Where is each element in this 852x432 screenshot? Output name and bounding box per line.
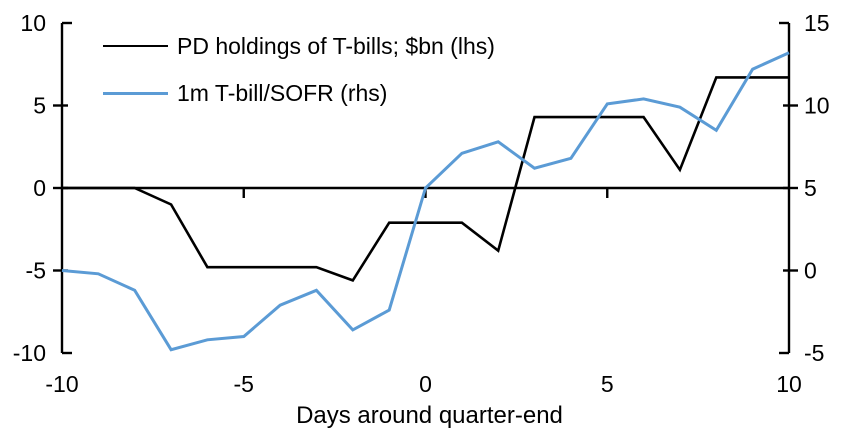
x-axis-tick-label: -5 <box>234 371 254 397</box>
series-line-1 <box>61 51 790 352</box>
right-axis-tick-label: 0 <box>804 258 817 284</box>
legend-line-swatch-pd <box>103 44 168 48</box>
left-axis-tick-label: -5 <box>26 258 46 284</box>
x-axis-tick-label: 5 <box>601 371 614 397</box>
right-axis-tick-label: 15 <box>804 10 830 36</box>
left-axis-tick-label: 5 <box>33 93 46 119</box>
legend: PD holdings of T-bills; $bn (lhs) 1m T-b… <box>103 32 495 107</box>
left-axis-tick-label: 10 <box>20 10 46 36</box>
left-axis-tick-label: 0 <box>33 175 46 201</box>
legend-label-pd: PD holdings of T-bills; $bn (lhs) <box>177 33 495 59</box>
legend-label-sofr: 1m T-bill/SOFR (rhs) <box>177 80 388 106</box>
legend-item-tbill-sofr: 1m T-bill/SOFR (rhs) <box>103 79 495 107</box>
x-axis-tick-label: -10 <box>45 371 78 397</box>
left-axis-tick-label: -10 <box>13 340 46 366</box>
right-axis-tick-label: 10 <box>804 93 830 119</box>
legend-line-swatch-sofr <box>103 91 168 95</box>
x-axis-title: Days around quarter-end <box>296 402 563 429</box>
series-line-0 <box>62 76 789 282</box>
x-axis-tick-label: 10 <box>776 371 802 397</box>
right-axis-tick-label: 5 <box>804 175 817 201</box>
right-axis-tick-label: -5 <box>804 340 824 366</box>
x-axis-tick-label: 0 <box>419 371 432 397</box>
legend-item-pd-holdings: PD holdings of T-bills; $bn (lhs) <box>103 32 495 60</box>
